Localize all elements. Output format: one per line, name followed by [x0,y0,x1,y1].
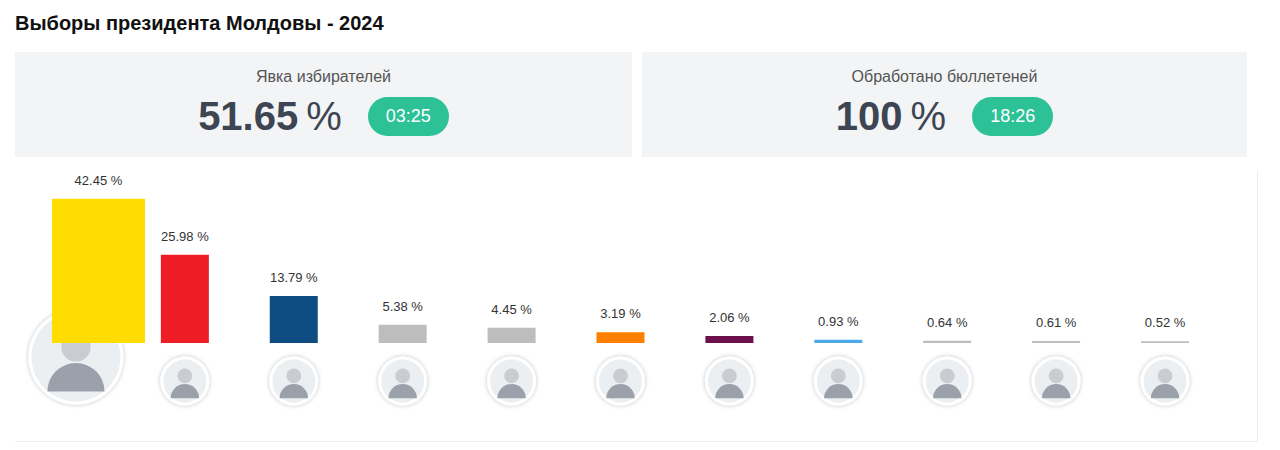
html-text:18:26: 18:26 [990,106,1036,126]
svg-text:42.45 %: 42.45 % [75,173,123,188]
svg-text:13.79 %: 13.79 % [270,270,318,285]
html-text:51.65 %: 51.65 % [198,94,342,138]
html-text:Выборы президента Молдовы - 20: Выборы президента Молдовы - 2024 [15,12,384,34]
svg-text:0.93 %: 0.93 % [818,314,859,329]
svg-text:25.98 %: 25.98 % [161,229,209,244]
svg-text:2.06 %: 2.06 % [709,310,750,325]
svg-text:0.61 %: 0.61 % [1036,315,1077,330]
svg-text:5.38 %: 5.38 % [382,299,423,314]
html-text:100 %: 100 % [835,94,947,138]
svg-text:0.64 %: 0.64 % [927,315,968,330]
html-text:Явка избирателей: Явка избирателей [256,68,391,85]
html-text:03:25: 03:25 [385,106,431,126]
svg-text:4.45 %: 4.45 % [491,302,532,317]
svg-text:3.19 %: 3.19 % [600,306,641,321]
html-text:Обработано бюллетеней: Обработано бюллетеней [851,68,1038,85]
svg-text:0.52 %: 0.52 % [1145,315,1186,330]
